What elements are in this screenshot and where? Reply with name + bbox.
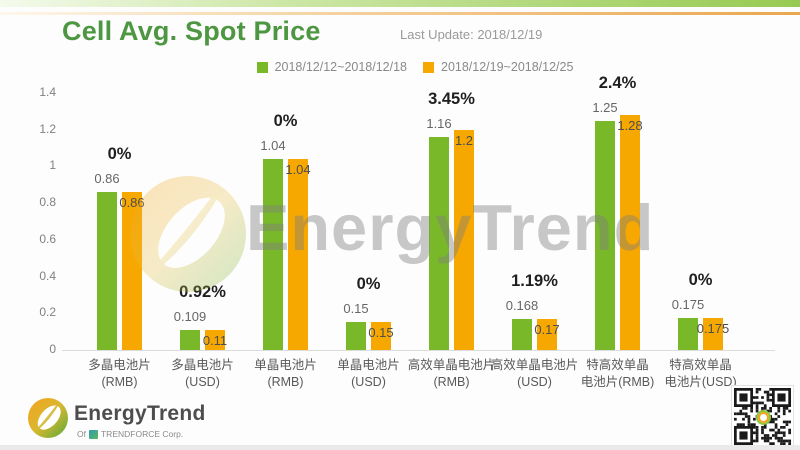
bar-value-label-week1: 0.175 [671,296,705,312]
bar-week1 [678,317,698,350]
legend-label: 2018/12/12~2018/12/18 [274,60,407,74]
y-tick-label: 1.4 [39,85,56,99]
bar-group: 1.19% 0.168 0.17 [493,93,576,350]
last-update-label: Last Update: 2018/12/19 [400,27,543,42]
energytrend-leaf-logo-icon [28,398,68,438]
bar-value-label-week1: 1.16 [426,116,452,132]
bottom-edge-strip [0,445,800,450]
legend-swatch [256,61,268,73]
qr-center-logo-icon [756,410,771,425]
bar-value-label-week2: 0.86 [119,195,145,211]
x-category-label: 多晶电池片 (USD) [171,358,234,389]
x-category-label: 高效单晶电池片 (RMB) [407,358,496,389]
bar-value-label-week2: 0.175 [696,320,730,336]
bar-value-label-week2: 0.11 [202,332,228,348]
bar-value-label-week1: 0.109 [173,309,207,324]
bar-value-label-week2: 1.2 [454,132,474,148]
legend-swatch [423,61,434,73]
legend-label: 2018/12/19~2018/12/25 [441,60,574,74]
legend-item: 2018/12/12~2018/12/18 [256,60,407,74]
brand-sub-text: TRENDFORCE Corp. [100,429,184,439]
bar-week1 [595,120,615,350]
bar-week1 [512,319,532,350]
bar-week1 [97,192,117,350]
change-percent-label: 3.45% [428,90,475,109]
bar-week1 [346,322,366,350]
bar-week2 [205,329,225,350]
bar-week2 [537,318,557,350]
y-tick-label: 1 [49,158,56,173]
change-percent-label: 0% [107,145,132,164]
y-tick-label: 0.6 [39,231,56,246]
bar-week2 [454,129,474,350]
brand-sub-prefix: Of [77,429,86,439]
brand-name: EnergyTrend [74,402,206,425]
change-percent-label: 0% [688,270,713,289]
bar-week1 [180,330,200,350]
change-percent-label: 0% [356,275,381,294]
chart-legend: 2018/12/12~2018/12/18 2018/12/19~2018/12/… [30,60,800,74]
bar-value-label-week2: 1.28 [617,118,643,134]
bar-week1 [429,137,449,350]
change-percent-label: 0% [273,112,298,131]
x-category-label: 单晶电池片 (RMB) [254,358,317,389]
bar-week2 [288,159,308,350]
top-accent-line [0,12,800,15]
y-tick-label: 0.8 [39,195,56,210]
page-title: Cell Avg. Spot Price [62,16,321,46]
bar-group: 0% 0.15 0.15 [327,93,410,350]
bar-week2 [122,192,142,350]
x-category-label: 多晶电池片 (RMB) [88,358,151,389]
y-tick-label: 1.2 [39,121,56,136]
bar-group: 0% 0.175 0.175 [659,93,742,350]
legend-item: 2018/12/19~2018/12/25 [423,60,573,74]
x-category-label: 单晶电池片 (USD) [337,358,400,389]
bar-week2 [703,317,723,350]
y-tick-label: 0.4 [39,268,56,283]
bar-value-label-week1: 0.86 [94,171,120,187]
bar-value-label-week2: 0.17 [534,321,560,337]
brand-subtitle: Of TRENDFORCE Corp. [77,429,183,439]
bar-value-label-week1: 0.15 [343,301,369,317]
y-tick-label: 0 [49,342,56,356]
trendforce-icon [88,429,98,439]
x-category-label: 特高效单晶 电池片(RMB) [580,358,655,389]
bar-week2 [371,322,391,350]
change-percent-label: 2.4% [598,73,637,92]
bar-week2 [620,115,640,350]
bar-value-label-week2: 0.15 [368,325,394,341]
top-accent-bar [0,0,800,7]
bar-group: 3.45% 1.16 1.2 [410,90,493,350]
qr-code [731,385,794,448]
bar-value-label-week1: 1.25 [592,99,618,115]
bar-group: 0% 1.04 1.04 [244,93,327,350]
bar-chart-plot: 0% 0.86 0.86 0.92% 0.109 0.11 0% 1.04 1.04 0% 0.15… [78,74,742,350]
bar-value-label-week2: 1.04 [285,162,311,178]
bar-group: 0% 0.86 0.86 [78,93,161,350]
bar-group: 2.4% 1.25 1.28 [576,74,659,350]
bar-group: 0.92% 0.109 0.11 [161,93,244,350]
bar-value-label-week1: 1.04 [260,138,286,154]
change-percent-label: 1.19% [511,272,558,291]
change-percent-label: 0.92% [179,283,226,301]
x-category-label: 高效单晶电池片 (USD) [490,358,579,389]
bar-week1 [263,159,283,350]
y-tick-label: 0.2 [39,305,56,320]
x-category-label: 特高效单晶 电池片(USD) [664,358,737,389]
x-axis-line [62,350,775,351]
bar-value-label-week1: 0.168 [505,298,539,314]
